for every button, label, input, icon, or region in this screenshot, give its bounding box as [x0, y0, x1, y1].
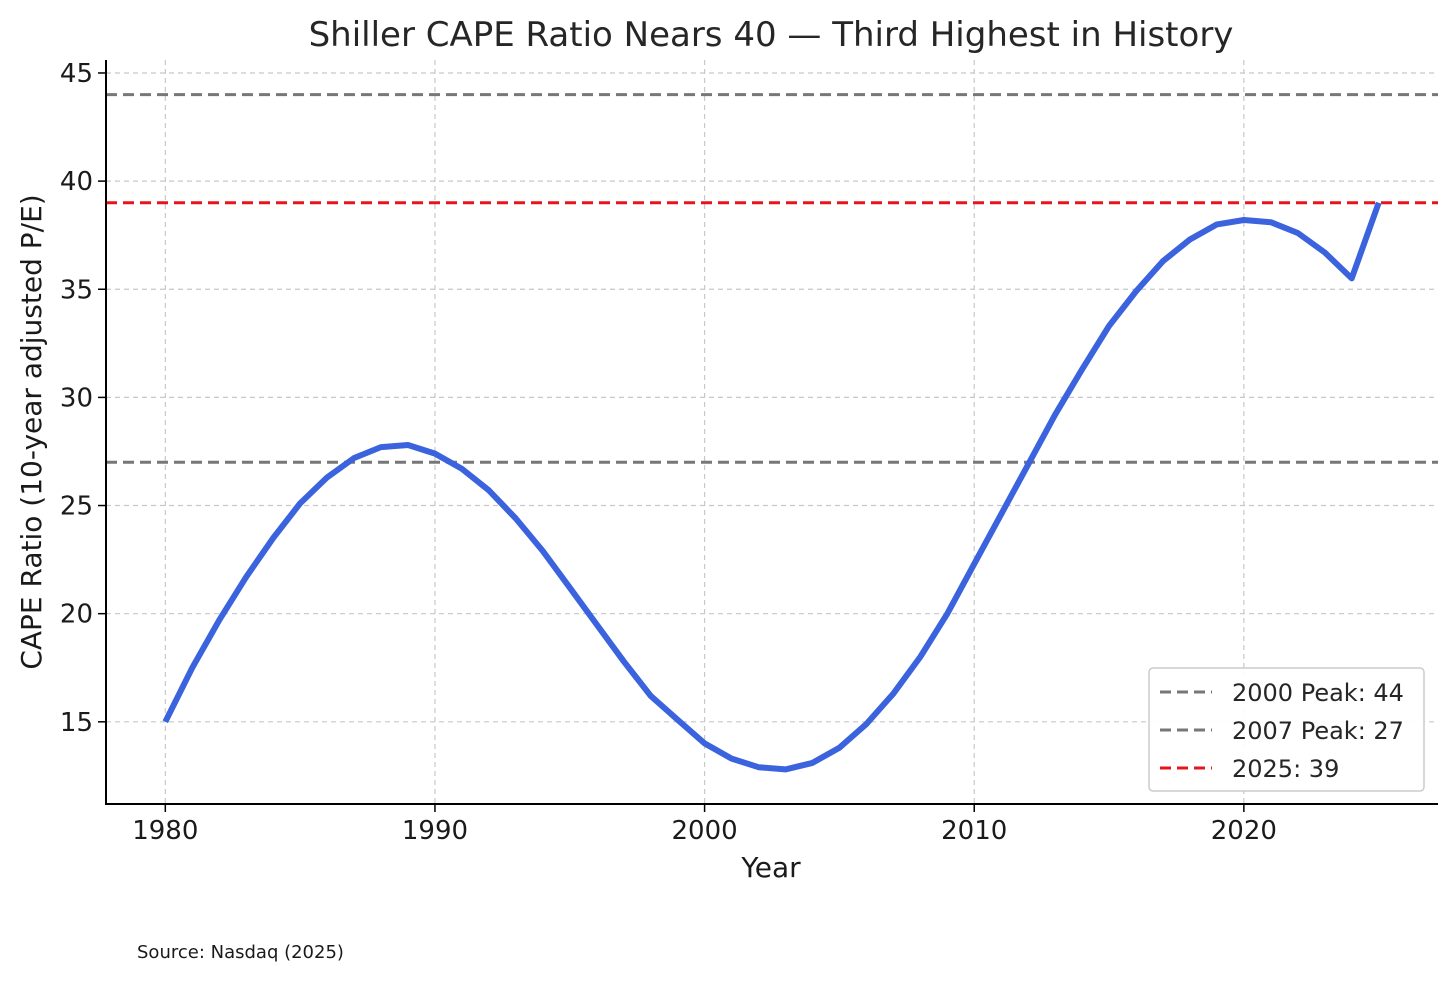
chart-title: Shiller CAPE Ratio Nears 40 — Third High…: [309, 15, 1234, 55]
source-note: Source: Nasdaq (2025): [137, 942, 344, 963]
x-tick-label: 1980: [132, 816, 198, 846]
y-tick-label: 35: [60, 275, 93, 305]
y-axis-title: CAPE Ratio (10-year adjusted P/E): [15, 194, 48, 669]
legend-label: 2025: 39: [1232, 755, 1339, 783]
legend-box: [1148, 667, 1425, 792]
x-axis-title: Year: [740, 851, 801, 884]
x-tick-label: 2020: [1211, 816, 1277, 846]
legend-label: 2000 Peak: 44: [1232, 679, 1404, 707]
legend-items: 2000 Peak: 44 2007 Peak: 27 2025: 39: [1160, 679, 1404, 783]
y-tick-label: 30: [60, 383, 93, 413]
legend-label: 2007 Peak: 27: [1232, 717, 1404, 745]
reference-lines: [106, 93, 1438, 464]
x-tick-label: 2000: [672, 816, 738, 846]
series-line: [162, 201, 1382, 773]
x-tick-label: 1990: [402, 816, 468, 846]
y-tick-label: 45: [60, 59, 93, 89]
y-tick-label: 25: [60, 492, 93, 522]
x-tick-label: 2010: [941, 816, 1007, 846]
x-ticks: 1980 1990 2000 2010 2020: [132, 804, 1277, 846]
y-ticks: 15 20 25 30 35 40 45: [60, 59, 106, 738]
series-layer: [162, 201, 1382, 773]
y-tick-label: 40: [60, 167, 93, 197]
y-tick-label: 20: [60, 600, 93, 630]
legend: 2000 Peak: 44 2007 Peak: 27 2025: 39: [1148, 667, 1425, 792]
y-tick-label: 15: [60, 708, 93, 738]
